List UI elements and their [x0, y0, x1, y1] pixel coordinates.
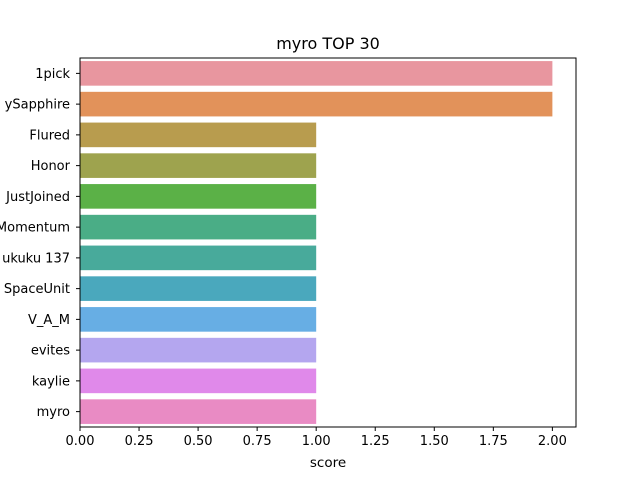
category-label: SpaceUnit — [4, 282, 70, 297]
x-tick-label: 0.25 — [125, 434, 154, 449]
bar-3 — [80, 153, 317, 178]
category-label: Momentum — [0, 221, 70, 236]
bar-7 — [80, 276, 317, 301]
category-label: myro — [37, 405, 70, 420]
x-tick-label: 0.50 — [184, 434, 213, 449]
category-label: ySapphire — [5, 98, 70, 113]
bar-9 — [80, 337, 317, 363]
category-label: ukuku 137 — [2, 251, 70, 266]
bar-8 — [80, 307, 317, 332]
x-tick-label: 0.00 — [66, 434, 95, 449]
bar-11 — [80, 399, 317, 424]
x-tick-label: 1.50 — [420, 434, 449, 449]
x-axis-label: score — [310, 455, 346, 471]
category-label: evites — [31, 344, 70, 359]
plot-area-border — [79, 57, 577, 428]
x-tick-label: 1.00 — [302, 434, 331, 449]
x-tick-label: 2.00 — [538, 434, 567, 449]
bar-0 — [80, 61, 553, 86]
chart-title: myro TOP 30 — [276, 34, 380, 53]
bar-6 — [80, 245, 317, 271]
category-label: V_A_M — [28, 313, 70, 328]
bar-2 — [80, 122, 317, 148]
bar-1 — [80, 91, 553, 117]
category-label: 1pick — [35, 67, 70, 82]
bar-10 — [80, 368, 317, 394]
bars-group — [80, 61, 553, 424]
category-labels: 1pick ySapphire Flured Honor JustJoined Momen… — [0, 67, 80, 420]
category-label: Honor — [31, 159, 71, 174]
bar-4 — [80, 184, 317, 209]
axes-frame — [79, 57, 577, 428]
category-label: kaylie — [32, 374, 70, 389]
x-axis-ticks: 0.00 0.25 0.50 0.75 1.00 1.25 1.50 1.75 2.00 — [66, 427, 567, 449]
x-tick-label: 1.75 — [479, 434, 508, 449]
category-label: JustJoined — [5, 190, 70, 205]
x-tick-label: 1.25 — [361, 434, 390, 449]
category-label: Flured — [29, 128, 70, 143]
bar-5 — [80, 214, 317, 240]
x-tick-label: 0.75 — [243, 434, 272, 449]
